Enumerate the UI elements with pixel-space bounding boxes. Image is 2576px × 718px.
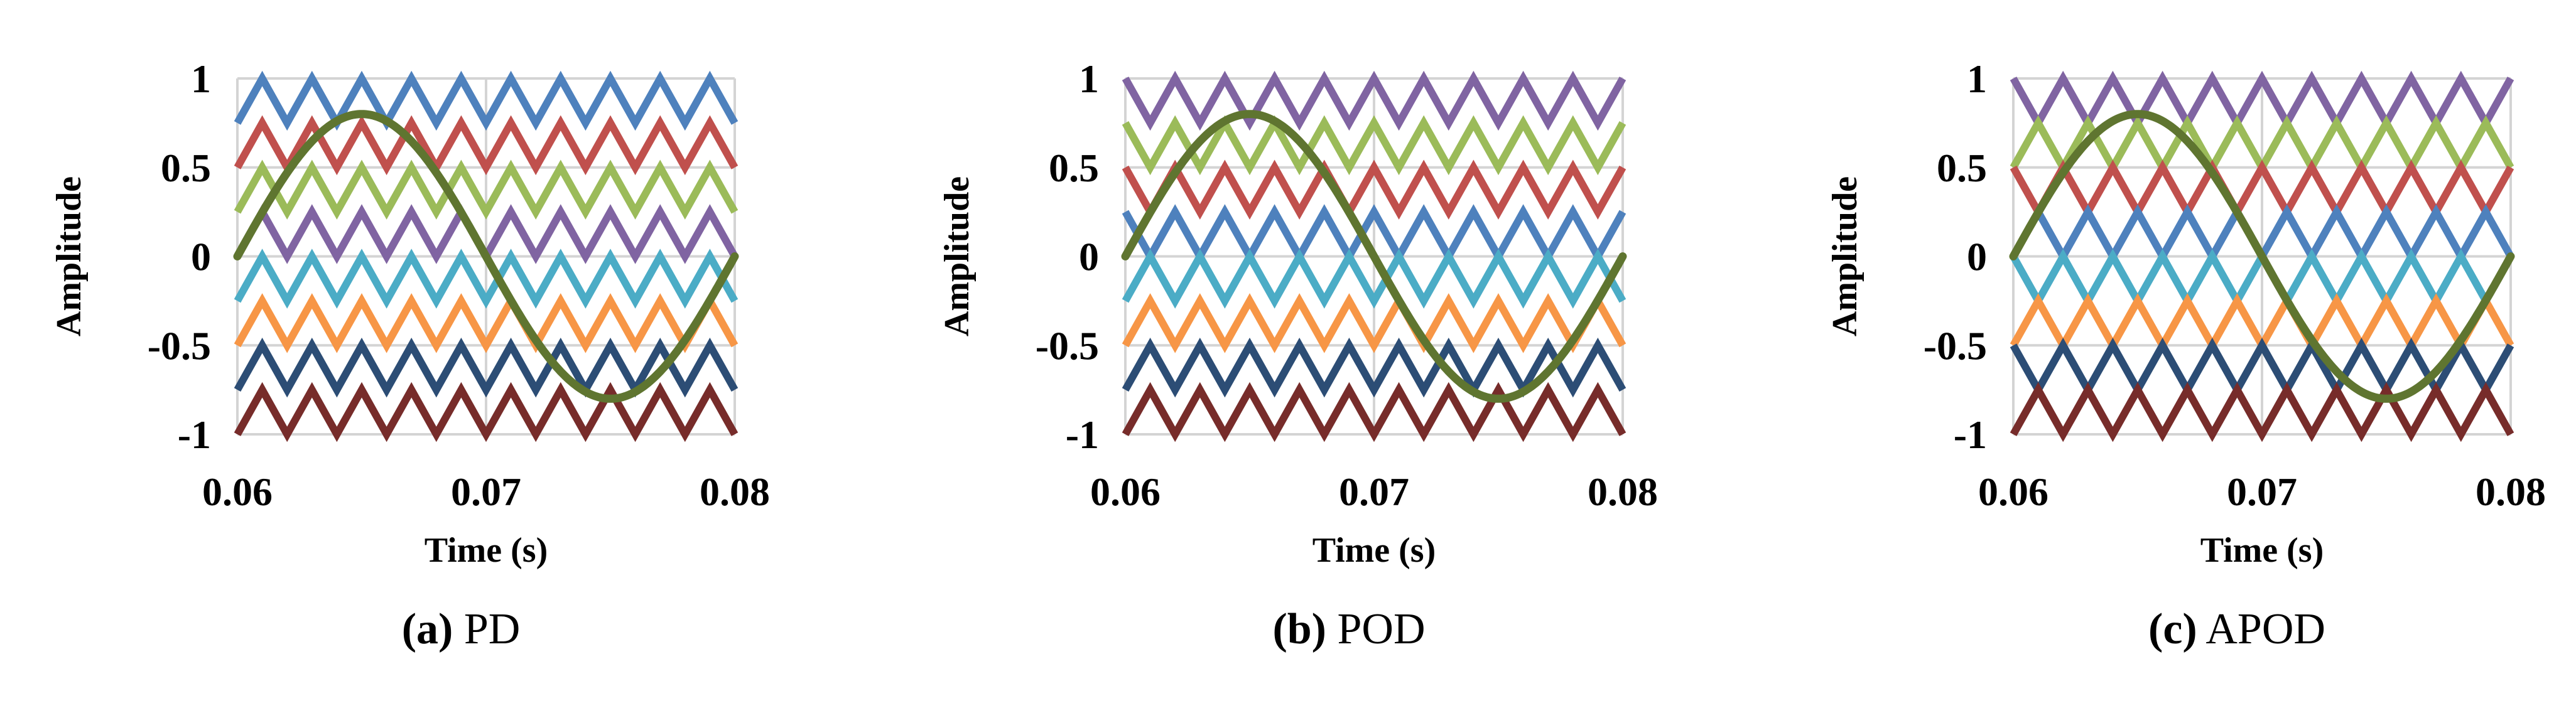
carrier-series-6 (234, 293, 739, 353)
panel-a-pd: 1 0.5 0 -0.5 -1 0.06 0.07 0.08 Time (s) Amplitude… (50, 56, 770, 653)
reference-sine-series (2009, 110, 2515, 403)
reference-sine-series (1121, 110, 1627, 403)
y-axis-title: Amplitude (50, 176, 89, 336)
y-tick-label: 0 (1079, 235, 1099, 279)
y-axis-title: Amplitude (938, 176, 977, 336)
y-tick-label: 0 (191, 235, 211, 279)
y-tick-label: 0.5 (1937, 146, 1987, 190)
carrier-series-8 (1122, 382, 1626, 442)
reference-sine-series (233, 110, 739, 403)
x-tick-label: 0.06 (202, 469, 273, 514)
carrier-series-7 (1122, 338, 1626, 398)
carrier-series-5 (234, 249, 739, 309)
caption-space (2197, 605, 2206, 653)
carrier-series-1 (1122, 70, 1626, 131)
y-tick-label: 1 (191, 56, 211, 101)
carrier-series-4 (1122, 204, 1626, 264)
carrier-series-6 (1122, 293, 1626, 353)
x-tick-label: 0.08 (1588, 469, 1658, 514)
y-tick-label: -0.5 (1036, 323, 1099, 368)
carrier-series-1 (234, 70, 739, 131)
caption-space (453, 605, 464, 653)
y-tick-label: 0 (1967, 235, 1987, 279)
x-axis-title: Time (s) (1312, 531, 1436, 570)
x-tick-label: 0.08 (700, 469, 770, 514)
carrier-series-3 (2010, 159, 2514, 220)
y-tick-label: -1 (1066, 412, 1099, 457)
caption-space (1326, 605, 1338, 653)
y-tick-label: -1 (1954, 412, 1987, 457)
y-tick-label: 1 (1079, 56, 1099, 101)
x-tick-label: 0.07 (451, 469, 521, 514)
panel-caption: (a) PD (402, 605, 521, 653)
caption-name: POD (1338, 605, 1426, 653)
y-tick-label: -1 (178, 412, 211, 457)
x-tick-label: 0.08 (2476, 469, 2546, 514)
x-tick-label: 0.06 (1978, 469, 2048, 514)
panel-b-pod: 1 0.5 0 -0.5 -1 0.06 0.07 0.08 Time (s) Amplitude… (938, 56, 1658, 653)
carrier-series-2 (1122, 115, 1626, 176)
x-axis-title: Time (s) (2200, 531, 2324, 570)
carrier-series-3 (234, 159, 739, 220)
panel-caption: (c) APOD (2148, 605, 2325, 653)
y-axis-title: Amplitude (1826, 176, 1864, 336)
y-tick-label: 1 (1967, 56, 1987, 101)
caption-name: PD (464, 605, 520, 653)
caption-letter: (c) (2148, 605, 2197, 653)
panel-c-apod: 1 0.5 0 -0.5 -1 0.06 0.07 0.08 Time (s) Amplitude… (1826, 56, 2546, 653)
y-tick-label: 0.5 (1049, 146, 1099, 190)
x-tick-label: 0.07 (1339, 469, 1409, 514)
y-tick-label: -0.5 (148, 323, 211, 368)
x-axis-title: Time (s) (425, 531, 548, 570)
carrier-series-8 (234, 382, 739, 442)
carrier-series-3 (1122, 159, 1626, 220)
panel-caption: (b) POD (1272, 605, 1425, 653)
carrier-series-1 (2010, 70, 2514, 131)
caption-letter: (a) (402, 605, 453, 653)
carrier-series-8 (2010, 382, 2514, 442)
caption-letter: (b) (1272, 605, 1326, 653)
caption-name: APOD (2205, 605, 2325, 653)
carrier-series-5 (1122, 249, 1626, 309)
x-tick-label: 0.06 (1090, 469, 1161, 514)
y-tick-label: -0.5 (1924, 323, 1987, 368)
carrier-series-7 (234, 338, 739, 398)
y-tick-label: 0.5 (161, 146, 211, 190)
x-tick-label: 0.07 (2227, 469, 2297, 514)
